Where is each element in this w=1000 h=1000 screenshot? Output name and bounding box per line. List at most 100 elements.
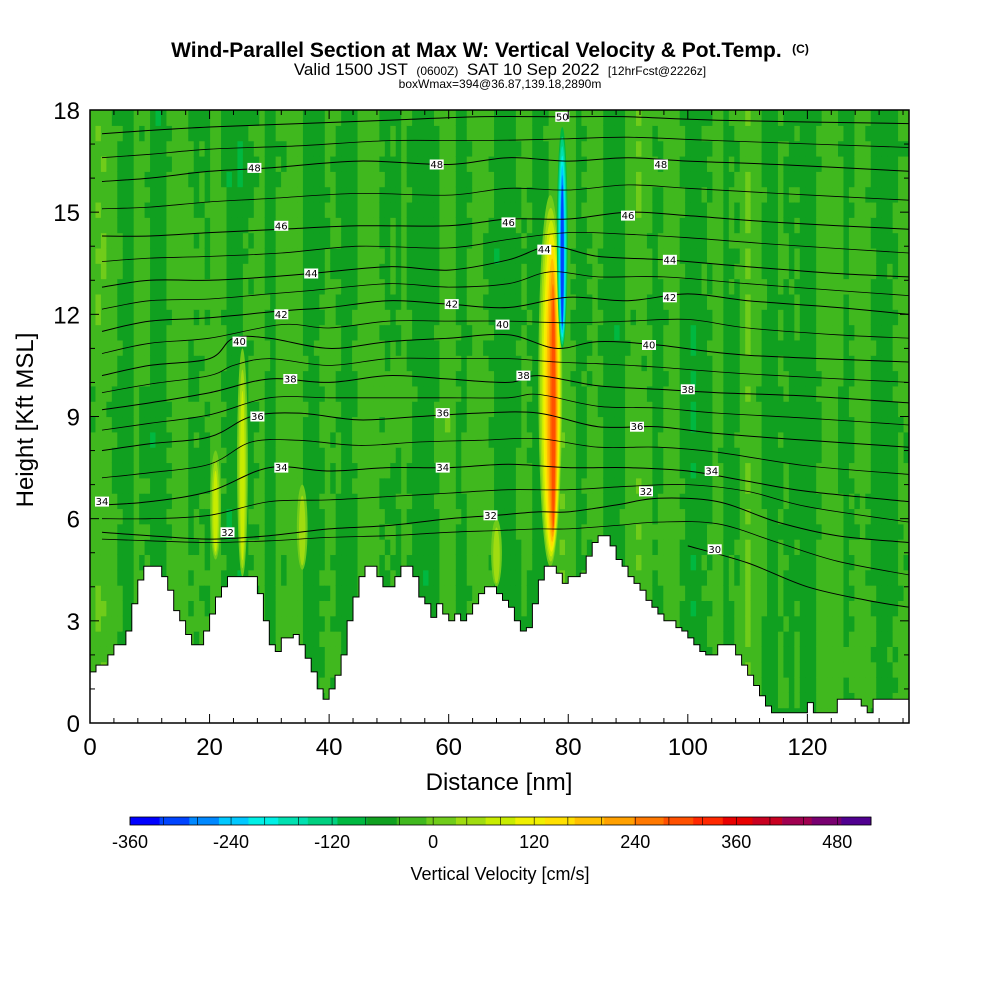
field-cell [455,309,462,326]
field-cell [532,278,539,295]
field-cell [319,217,326,234]
field-cell [275,232,282,249]
field-cell [679,615,686,632]
field-cell [117,232,124,249]
field-cell [652,447,659,464]
field-cell [592,385,599,402]
field-cell [193,416,200,433]
field-cell [292,263,299,280]
field-cell [756,539,763,556]
field-cell [259,447,266,464]
field-cell [466,125,473,142]
field-cell [701,600,708,617]
field-cell [444,569,451,586]
field-cell [204,339,211,356]
field-cell [636,493,643,510]
field-cell [292,309,299,326]
field-cell [199,247,206,264]
field-cell [308,431,315,448]
field-cell [259,232,266,249]
field-cell [728,155,735,172]
field-cell [401,554,408,571]
field-cell [444,247,451,264]
field-cell [417,278,424,295]
field-cell [444,171,451,188]
field-cell [696,201,703,218]
field-cell [117,447,124,464]
field-cell [499,110,506,126]
field-cell [674,569,681,586]
field-cell [384,508,391,525]
field-cell [581,539,588,556]
field-cell [264,110,271,126]
field-cell [761,646,768,663]
field-cell [619,155,626,172]
field-cell [444,600,451,617]
field-cell [455,554,462,571]
field-cell [395,554,402,571]
field-cell [532,585,539,601]
field-cell [472,263,479,280]
field-cell [668,278,675,295]
field-cell [423,278,430,295]
field-cell [117,278,124,295]
field-cell [106,232,113,249]
field-cell [122,585,129,601]
field-cell [761,523,768,540]
field-cell [532,201,539,218]
field-cell [756,401,763,418]
field-cell [614,263,621,280]
field-cell [352,431,359,448]
field-cell [286,171,293,188]
field-cell [286,462,293,479]
field-cell [406,324,413,341]
field-cell [603,247,610,264]
field-cell [712,523,719,540]
field-cell [379,278,386,295]
field-cell [510,431,517,448]
field-cell [384,493,391,510]
field-cell [177,309,184,326]
field-cell [603,508,610,525]
field-cell [363,539,370,556]
field-cell [308,186,315,203]
field-cell [292,247,299,264]
field-cell [275,385,282,402]
field-cell [423,462,430,479]
field-cell [499,523,506,540]
field-cell [231,125,239,142]
field-cell [160,339,168,356]
field-cell [515,263,522,280]
field-cell [90,600,97,617]
field-cell [313,431,320,448]
field-cell [166,477,173,494]
field-cell [494,493,501,510]
field-cell [450,355,457,372]
field-cell [428,508,435,525]
field-cell [171,201,178,218]
field-cell [373,110,380,126]
field-cell [281,339,288,356]
field-cell [357,232,364,249]
field-cell [155,416,162,433]
field-cell [221,110,228,126]
field-cell [515,155,522,172]
field-cell [679,247,686,264]
field-cell [739,339,746,356]
field-cell [286,339,293,356]
field-cell [526,508,533,525]
field-cell [756,324,763,341]
field-cell [133,339,140,356]
field-cell [406,278,413,295]
field-cell [739,585,746,601]
field-cell [395,201,402,218]
field-cell [723,171,730,188]
field-cell [565,523,572,540]
field-cell [324,263,331,280]
field-cell [679,539,686,556]
field-cell [122,508,129,525]
field-cell [373,339,380,356]
field-cell [461,401,468,418]
field-cell [625,278,632,295]
field-cell [477,125,484,142]
